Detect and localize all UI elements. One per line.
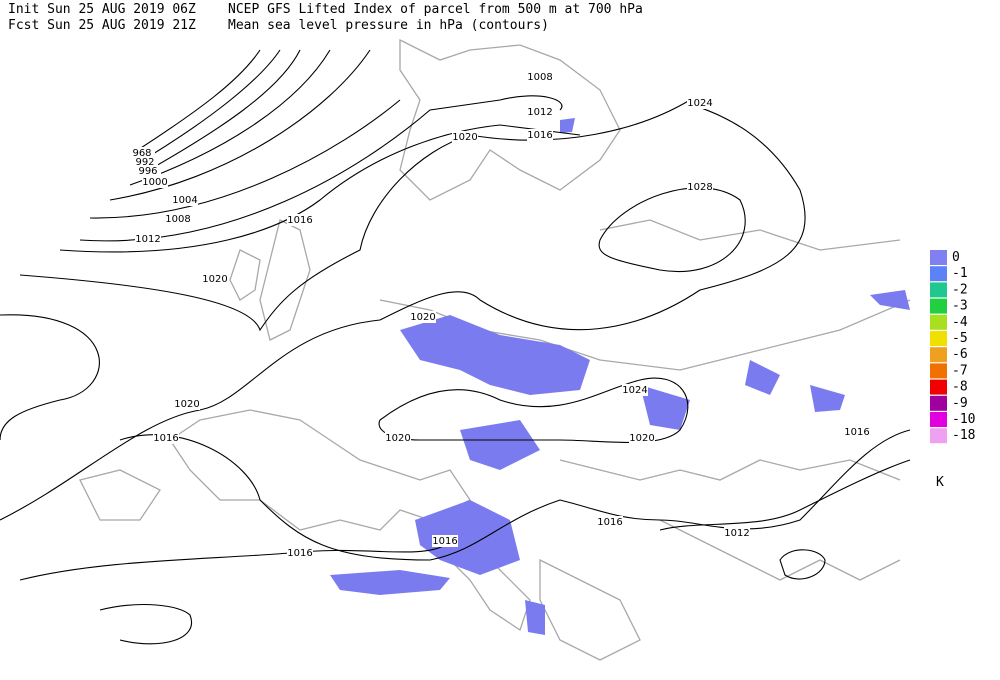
contour-label: 968 bbox=[132, 148, 151, 159]
legend-label: -2 bbox=[952, 282, 968, 297]
contour-label: 1012 bbox=[527, 107, 552, 118]
legend-label: -7 bbox=[952, 363, 968, 378]
forecast-time: Fcst Sun 25 AUG 2019 21Z bbox=[8, 18, 196, 33]
legend-label: -9 bbox=[952, 396, 968, 411]
legend-swatch bbox=[930, 379, 947, 395]
contour-label-bg bbox=[622, 384, 648, 396]
contour-label-bg bbox=[142, 176, 168, 188]
contour-label: 1020 bbox=[202, 274, 227, 285]
legend-label: -10 bbox=[952, 412, 975, 427]
contour-label: 1020 bbox=[410, 312, 435, 323]
contour-label: 1016 bbox=[432, 536, 457, 547]
contour-label-bg bbox=[135, 165, 161, 177]
legend-swatch bbox=[930, 331, 947, 346]
legend-label: -8 bbox=[952, 380, 968, 395]
contour-label: 1008 bbox=[527, 72, 552, 83]
contour-label-bg bbox=[432, 535, 458, 547]
contour-label: 1024 bbox=[687, 98, 712, 109]
contour-label-bg bbox=[844, 426, 870, 438]
contour-label: 996 bbox=[138, 166, 157, 177]
legend-label: 0 bbox=[952, 250, 960, 265]
contour-label: 1020 bbox=[452, 132, 477, 143]
contour-label: 992 bbox=[135, 157, 154, 168]
legend-label: -18 bbox=[952, 428, 975, 443]
contour-label-bg bbox=[687, 181, 713, 193]
contour-label-bg bbox=[287, 214, 313, 226]
contour-label: 1028 bbox=[687, 182, 712, 193]
contour-label-bg bbox=[629, 432, 655, 444]
contour-label-bg bbox=[687, 97, 713, 109]
legend-label: -4 bbox=[952, 315, 968, 330]
legend-swatch bbox=[930, 250, 947, 265]
legend-swatch bbox=[930, 266, 947, 282]
legend-label: -1 bbox=[952, 266, 968, 281]
legend-swatch bbox=[930, 314, 947, 330]
contour-label-bg bbox=[724, 527, 750, 539]
contour-label: 1020 bbox=[174, 399, 199, 410]
contour-label-bg bbox=[202, 273, 228, 285]
legend-label: -5 bbox=[952, 331, 968, 346]
contour-label-bg bbox=[287, 547, 313, 559]
contour-label: 1016 bbox=[844, 427, 869, 438]
contour-label: 1008 bbox=[165, 214, 190, 225]
contour-label-bg bbox=[165, 213, 191, 225]
legend-label: -6 bbox=[952, 347, 968, 362]
contour-label-bg bbox=[385, 432, 411, 444]
contour-label: 1016 bbox=[153, 433, 178, 444]
contour-label: 1020 bbox=[629, 433, 654, 444]
contour-label-bg bbox=[172, 194, 198, 206]
contour-label-bg bbox=[135, 233, 161, 245]
subtitle: Mean sea level pressure in hPa (contours… bbox=[228, 18, 549, 33]
legend-unit: K bbox=[936, 475, 944, 490]
legend-swatch bbox=[930, 298, 947, 314]
contour-label: 1012 bbox=[724, 528, 749, 539]
contour-label: 1016 bbox=[287, 548, 312, 559]
contour-label: 1004 bbox=[172, 195, 197, 206]
contour-label-bg bbox=[410, 311, 436, 323]
legend-swatch bbox=[930, 363, 947, 379]
legend-swatch bbox=[930, 395, 947, 411]
contour-label-bg bbox=[153, 432, 179, 444]
legend-swatch bbox=[930, 347, 947, 363]
title: NCEP GFS Lifted Index of parcel from 500… bbox=[228, 2, 643, 17]
legend-label: -3 bbox=[952, 299, 968, 314]
contour-label: 1016 bbox=[527, 130, 552, 141]
init-time: Init Sun 25 AUG 2019 06Z bbox=[8, 2, 196, 17]
legend-swatch bbox=[930, 412, 947, 427]
contour-label-bg bbox=[527, 106, 553, 118]
contour-label-bg bbox=[597, 516, 623, 528]
contour-label-bg bbox=[174, 398, 200, 410]
contour-label: 1000 bbox=[142, 177, 167, 188]
contour-label: 1024 bbox=[622, 385, 647, 396]
legend-swatch bbox=[930, 282, 947, 298]
isobars bbox=[0, 49, 911, 645]
contour-label: 1012 bbox=[135, 234, 160, 245]
contour-label-bg bbox=[452, 131, 478, 143]
lifted-index-areas bbox=[330, 118, 910, 635]
contour-label: 1016 bbox=[287, 215, 312, 226]
legend-swatch bbox=[930, 428, 947, 444]
contour-label-bg bbox=[527, 71, 553, 83]
contour-label: 1020 bbox=[385, 433, 410, 444]
contour-label-bg bbox=[527, 129, 553, 141]
contour-label: 1016 bbox=[597, 517, 622, 528]
